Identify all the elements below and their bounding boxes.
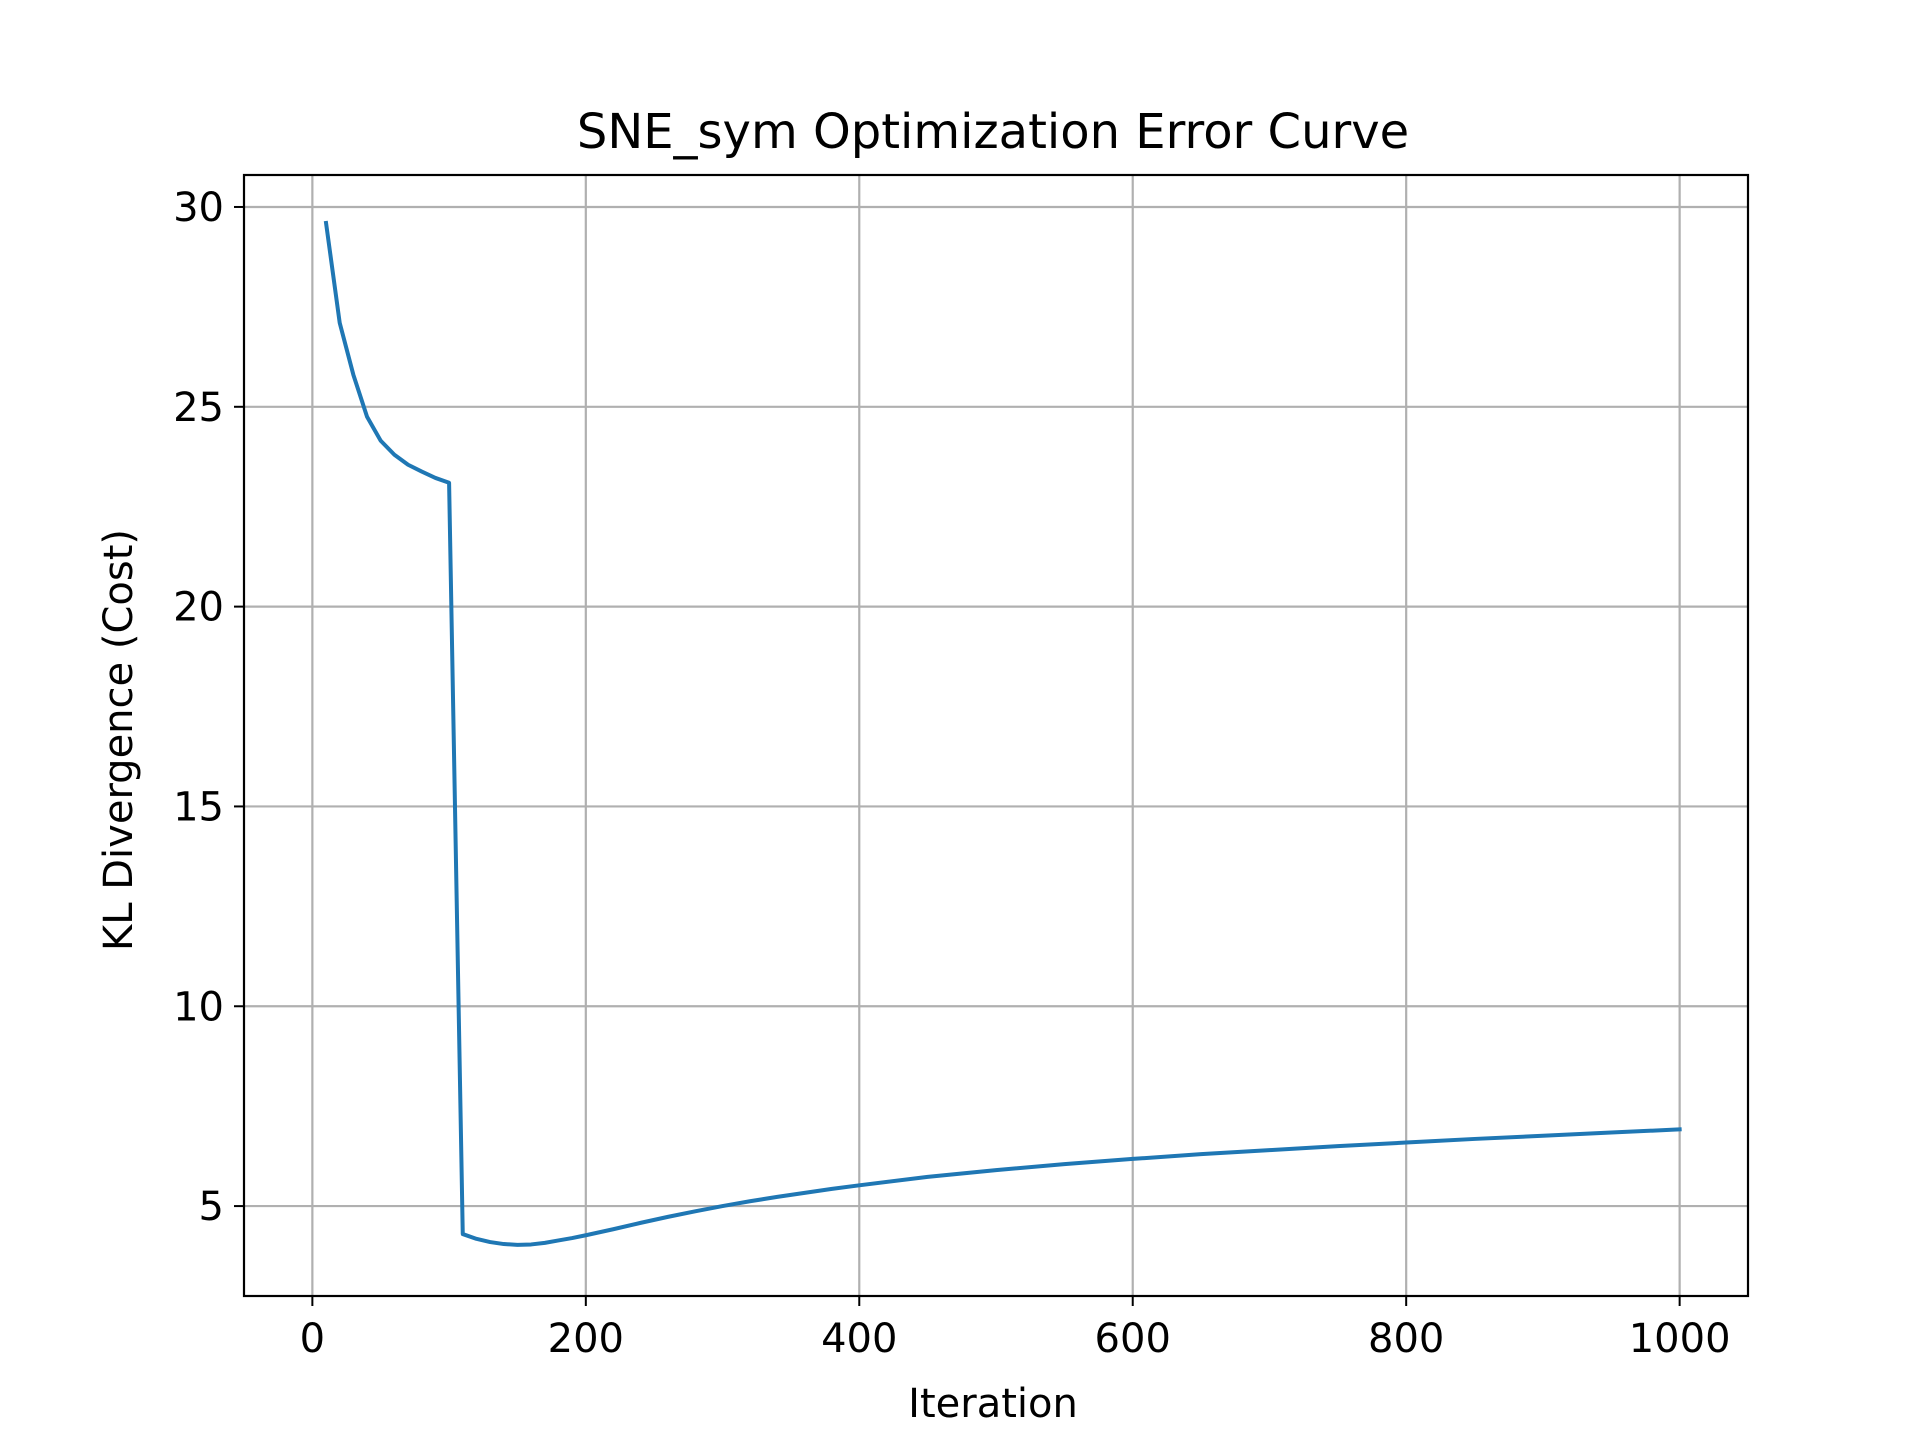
plot-frame <box>242 173 1750 1298</box>
y-axis-label: KL Divergence (Cost) <box>96 529 142 951</box>
x-tick-label: 600 <box>1095 1316 1171 1362</box>
y-tick-label: 10 <box>173 984 224 1030</box>
series-layer <box>323 220 1682 1247</box>
y-tick-label: 5 <box>199 1184 224 1230</box>
x-tick-label: 400 <box>821 1316 897 1362</box>
x-tick-label: 200 <box>548 1316 624 1362</box>
y-tick-label: 15 <box>173 784 224 830</box>
series-line <box>323 220 1682 1247</box>
x-axis-label: Iteration <box>908 1381 1078 1427</box>
grid <box>244 175 1748 1296</box>
y-tick-label: 25 <box>173 385 224 431</box>
chart-title: SNE_sym Optimization Error Curve <box>577 104 1409 160</box>
x-tick-label: 0 <box>300 1316 325 1362</box>
y-tick-label: 30 <box>173 185 224 231</box>
x-tick-label: 800 <box>1368 1316 1444 1362</box>
axis-ticks: 0 200 400 600 800 1000 5 10 15 20 25 30 <box>173 185 1730 1362</box>
x-tick-label: 1000 <box>1629 1316 1731 1362</box>
y-tick-label: 20 <box>173 585 224 631</box>
